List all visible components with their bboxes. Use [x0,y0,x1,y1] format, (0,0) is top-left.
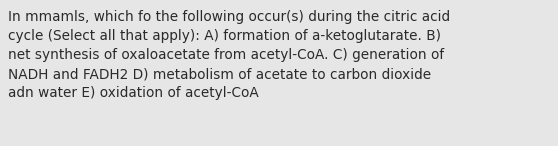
Text: In mmamls, which fo the following occur(s) during the citric acid
cycle (Select : In mmamls, which fo the following occur(… [8,10,450,100]
